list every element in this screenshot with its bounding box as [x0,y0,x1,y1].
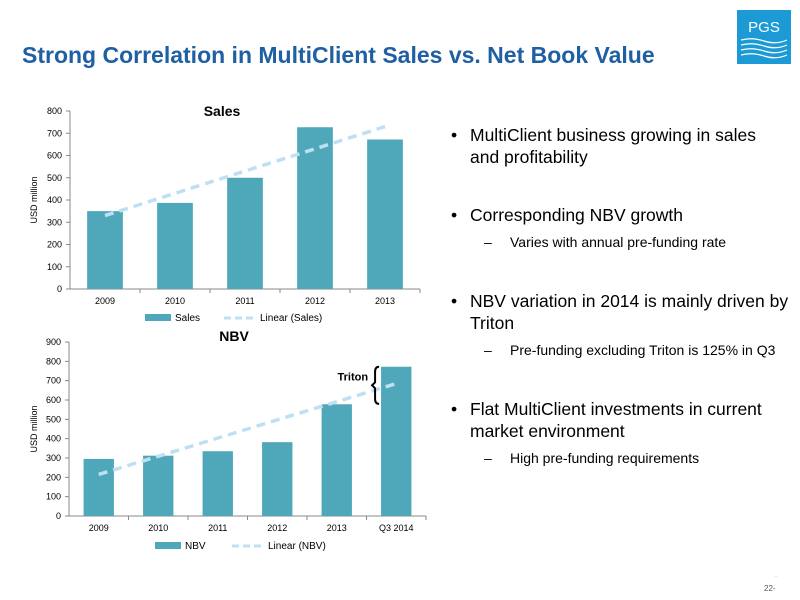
y-axis-label: USD million [29,405,39,452]
bullet-item: Flat MultiClient investments in current … [450,398,790,442]
bar [157,202,193,289]
y-tick-label: 200 [47,240,62,250]
legend-label: Linear (NBV) [268,541,326,552]
logo-text: PGS [748,19,780,36]
y-tick-label: 0 [56,511,61,521]
y-tick-label: 300 [47,217,62,227]
y-tick-label: 600 [47,151,62,161]
bullet-list: MultiClient business growing in sales an… [450,124,790,468]
trend-line [98,381,397,477]
bullet-item: MultiClient business growing in sales an… [450,124,790,168]
bullet-item: Corresponding NBV growth [450,204,790,226]
x-tick-label: 2012 [305,296,325,306]
sales-chart: Sales 0 100 200 300 400 500 600 700 800 USD millio… [29,103,421,324]
y-tick-label: 500 [46,414,61,424]
y-tick-label: 400 [46,434,61,444]
bar [87,211,123,289]
nbv-chart: NBV 0 100 200 300 400 500 600 700 800 900 USD milli… [29,328,427,552]
annotation-bracket [370,365,380,405]
y-tick-label: 100 [46,492,61,502]
trend-line [104,124,386,218]
y-axis-label: USD million [29,176,39,223]
x-tick-label: 2010 [148,523,168,533]
y-tick-label: 900 [46,337,61,347]
x-tick-label: 2009 [89,523,109,533]
x-tick-label: 2010 [165,296,185,306]
bar [202,451,233,516]
x-tick-label: 2012 [267,523,287,533]
bar [83,458,114,516]
y-tick-label: 800 [46,356,61,366]
legend-label: Sales [175,313,200,324]
bar [297,127,333,290]
chart-title: Sales [204,103,241,119]
y-tick-label: 800 [47,106,62,116]
y-tick-label: 400 [47,195,62,205]
sub-bullet-item: Varies with annual pre-funding rate [450,232,790,252]
bar [143,455,174,516]
y-tick-label: 700 [47,128,62,138]
x-tick-label: Q3 2014 [379,523,414,533]
x-tick-label: 2011 [208,523,227,533]
legend-swatch-bar [155,542,181,549]
x-tick-label: 2011 [235,296,254,306]
sub-bullet-item: High pre-funding requirements [450,448,790,468]
x-tick-label: 2013 [375,296,395,306]
page-marker: · [775,574,777,580]
bar [321,404,352,516]
legend-swatch-bar [145,314,171,321]
chart-title: NBV [219,328,249,344]
bar [262,442,293,516]
legend-label: NBV [185,541,206,552]
bar [381,366,412,516]
page-number: 22- [764,584,776,593]
x-tick-label: 2013 [327,523,347,533]
bullet-item: NBV variation in 2014 is mainly driven b… [450,290,790,334]
bar [227,177,263,289]
y-tick-label: 500 [47,173,62,183]
annotation-label: Triton [338,371,369,383]
legend-label: Linear (Sales) [260,313,322,324]
sub-bullet-item: Pre-funding excluding Triton is 125% in … [450,340,790,360]
pgs-logo: PGS [737,10,791,64]
y-tick-label: 700 [46,376,61,386]
y-tick-label: 200 [46,472,61,482]
slide-title: Strong Correlation in MultiClient Sales … [22,42,655,68]
y-tick-label: 600 [46,395,61,405]
x-tick-label: 2009 [95,296,115,306]
y-tick-label: 100 [47,262,62,272]
y-tick-label: 300 [46,453,61,463]
bar [367,139,403,289]
y-tick-label: 0 [57,284,62,294]
